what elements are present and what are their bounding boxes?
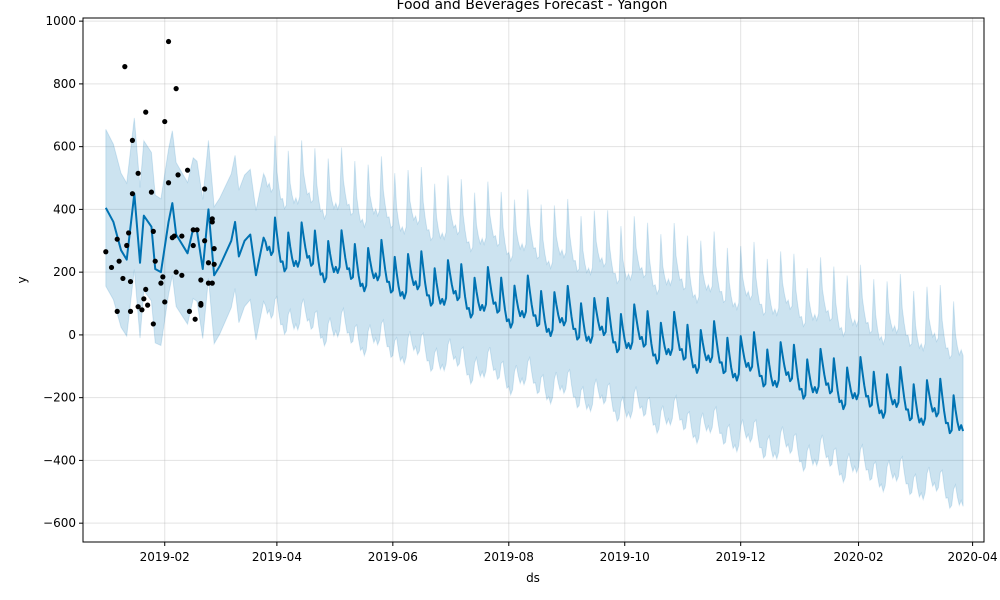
x-tick-label: 2019-06: [368, 550, 418, 564]
observed-point: [194, 227, 200, 233]
observed-point: [129, 191, 136, 197]
x-tick-label: 2020-04: [948, 550, 998, 564]
observed-point: [184, 167, 191, 173]
observed-point: [122, 64, 128, 70]
observed-point: [108, 264, 115, 271]
observed-point: [162, 299, 168, 305]
observed-point: [173, 269, 179, 275]
observed-point: [179, 272, 185, 278]
uncertainty-band: [105, 117, 964, 510]
observed-point: [124, 242, 130, 249]
observed-point: [209, 280, 215, 286]
observed-point: [158, 280, 164, 286]
y-tick-label: −200: [43, 391, 76, 405]
observed-point: [152, 258, 158, 264]
observed-point: [205, 260, 212, 266]
y-axis-ticks: 1000 800 600 400 200 0 −200 −400 −600: [43, 14, 83, 530]
grid-lines: [83, 18, 984, 542]
observed-point: [129, 137, 136, 143]
plot-frame: [82, 17, 985, 543]
y-tick-label: −400: [43, 453, 76, 467]
y-tick-label: 1000: [45, 14, 76, 28]
observed-point: [198, 277, 204, 283]
x-tick-label: 2020-02: [833, 550, 883, 564]
observed-point: [171, 233, 177, 239]
observed-point: [126, 230, 132, 236]
x-tick-label: 2019-12: [716, 550, 766, 564]
y-tick-label: 0: [68, 328, 76, 342]
observed-point: [135, 170, 141, 176]
x-tick-label: 2019-10: [600, 550, 650, 564]
observed-point: [192, 316, 198, 322]
observed-point: [139, 307, 145, 313]
chart-title: Food and Beverages Forecast - Yangon: [396, 0, 667, 13]
observed-point: [165, 38, 172, 45]
uncertainty-band-layer: [105, 117, 964, 510]
observed-point: [148, 189, 155, 195]
observed-point: [120, 275, 126, 282]
observed-point: [150, 321, 156, 327]
y-tick-label: 800: [53, 77, 76, 91]
x-axis-ticks: 2019-02 2019-04 2019-06 2019-08 2019-10 2019-…: [140, 542, 998, 564]
x-tick-label: 2019-02: [140, 550, 190, 564]
observed-point: [150, 228, 156, 234]
observed-point: [190, 227, 196, 233]
observed-point: [127, 308, 134, 314]
observed-point: [127, 278, 134, 285]
observed-point: [160, 274, 166, 280]
observed-point: [209, 216, 215, 222]
observed-point: [114, 236, 120, 242]
observed-point: [143, 286, 149, 293]
observed-point: [211, 261, 217, 267]
y-tick-label: 400: [53, 202, 76, 216]
x-tick-label: 2019-04: [252, 550, 302, 564]
observed-point: [211, 246, 217, 252]
observed-point: [145, 302, 151, 308]
observed-point: [135, 304, 141, 310]
forecast-line-layer: [104, 192, 965, 435]
x-axis-label: ds: [526, 571, 540, 585]
observed-point: [143, 109, 149, 115]
observed-point: [190, 242, 196, 249]
y-tick-label: 200: [53, 265, 76, 279]
observed-point: [162, 118, 168, 125]
observed-point: [116, 258, 122, 264]
y-tick-label: −600: [43, 516, 76, 530]
forecast-line: [104, 192, 965, 435]
observed-point: [114, 308, 120, 314]
observed-point: [103, 249, 109, 255]
observed-point: [173, 86, 179, 92]
observed-point: [202, 238, 208, 244]
observed-point: [141, 296, 147, 302]
observed-point: [202, 186, 208, 192]
observed-point: [175, 172, 181, 178]
y-tick-label: 600: [53, 140, 76, 154]
y-axis-label: y: [15, 276, 29, 283]
observed-point: [165, 180, 172, 186]
x-tick-label: 2019-08: [484, 550, 534, 564]
observed-point: [198, 300, 204, 307]
observed-point: [186, 308, 193, 314]
observed-points-layer: [103, 38, 217, 327]
observed-point: [205, 280, 212, 286]
observed-point: [179, 233, 185, 239]
